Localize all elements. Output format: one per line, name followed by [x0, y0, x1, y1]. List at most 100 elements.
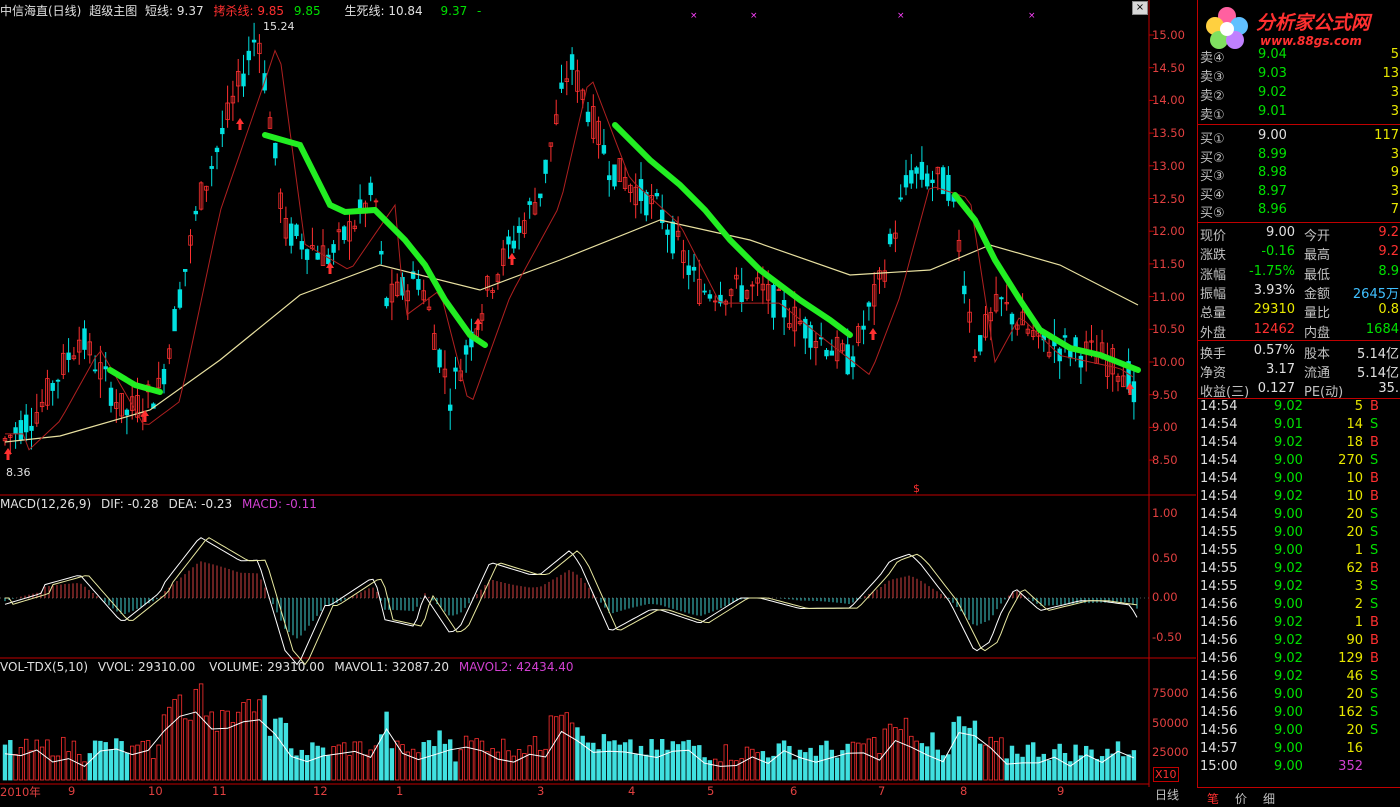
volume-bar	[18, 747, 24, 781]
volume-bar	[1121, 756, 1126, 781]
volume-bar	[495, 751, 501, 781]
fin-row: 收益(三) 0.127 PE(动) 35.	[1198, 380, 1400, 400]
sell-row[interactable]: 卖④ 9.04 5	[1198, 46, 1400, 66]
tick-time: 14:57	[1200, 741, 1238, 756]
volume-bar	[633, 754, 638, 781]
sell-row[interactable]: 卖② 9.02 3	[1198, 84, 1400, 104]
x-tick-label: 12	[313, 784, 328, 798]
candle-body	[87, 341, 92, 356]
x-tick-label: 8	[960, 784, 968, 798]
tick-direction: S	[1370, 687, 1379, 702]
volume-bar	[188, 719, 193, 781]
logo-url: www.88gs.com	[1260, 34, 1362, 48]
quote-row: 涨跌 -0.16 最高 9.2	[1198, 243, 1400, 263]
quote-value: 3.93%	[1253, 282, 1295, 298]
volume-bar	[607, 741, 612, 781]
quote-label: 金额	[1304, 286, 1331, 302]
price-tick-label: 8.50	[1152, 453, 1178, 468]
macd-dif: DIF: -0.28	[100, 497, 159, 511]
tick-price: 9.00	[1274, 525, 1303, 540]
volume-bar	[1099, 756, 1105, 781]
candle-body	[1115, 375, 1121, 382]
volume-bar	[877, 753, 882, 781]
volume-bar	[866, 738, 872, 781]
tick-price: 9.02	[1274, 579, 1303, 594]
x-tick-label: 4	[628, 784, 636, 798]
candle-body	[1073, 337, 1078, 348]
volume-bar	[257, 699, 262, 781]
tick-volume: 129	[1338, 651, 1363, 666]
tick-row: 14:56 9.02 1 B	[1198, 615, 1400, 633]
volume-bar	[23, 738, 29, 781]
candle-body	[1062, 335, 1068, 338]
sell-row[interactable]: 卖③ 9.03 13	[1198, 65, 1400, 85]
candle-body	[840, 343, 845, 352]
volume-bar	[304, 755, 310, 781]
tick-volume: 2	[1354, 597, 1363, 612]
buy-row[interactable]: 买② 8.99 3	[1198, 146, 1400, 166]
buy-row[interactable]: 买① 9.00 117	[1198, 127, 1400, 147]
candle-body	[384, 297, 389, 307]
tick-row: 15:00 9.00 352	[1198, 759, 1400, 777]
volume-bar	[882, 728, 887, 781]
candle-body	[241, 73, 246, 87]
fin-label: 股本	[1304, 347, 1331, 362]
volume-bar	[856, 742, 861, 781]
candle-body	[34, 412, 39, 424]
buy-volume: 7	[1390, 202, 1399, 217]
x-tick-label: 3	[537, 784, 545, 798]
volume-bar	[458, 749, 463, 781]
quote-row: 涨幅 -1.75% 最低 8.9	[1198, 263, 1400, 283]
candle-body	[877, 270, 882, 280]
tick-time: 14:54	[1200, 489, 1238, 504]
candle-body	[940, 167, 946, 195]
tab-item[interactable]: 笔	[1207, 792, 1220, 806]
vol-tick-label: 50000	[1152, 716, 1189, 730]
candle-body	[675, 230, 681, 237]
tick-direction: S	[1370, 417, 1379, 432]
buy-row[interactable]: 买⑤ 8.96 7	[1198, 201, 1400, 221]
volume-bar	[718, 761, 723, 781]
close-chart-icon[interactable]: ×	[1132, 1, 1148, 15]
price-tick-label: 10.00	[1152, 355, 1185, 369]
buy-row[interactable]: 买③ 8.98 9	[1198, 164, 1400, 184]
buy-row[interactable]: 买④ 8.97 3	[1198, 183, 1400, 203]
tick-volume: 16	[1346, 741, 1363, 756]
x-tick-label: 1	[396, 784, 404, 798]
candle-body	[368, 182, 373, 196]
volume-bar	[829, 749, 834, 781]
fin-value: 3.17	[1266, 362, 1295, 377]
fin-value: 0.127	[1257, 381, 1295, 396]
tick-price: 9.00	[1274, 597, 1303, 612]
tab-item[interactable]: 价	[1235, 792, 1248, 806]
x-axis: 2010年 9 10 11 12 1 3 4 5 6 7 8 9	[0, 784, 1150, 804]
volume-bar	[824, 740, 829, 781]
tick-time: 14:56	[1200, 705, 1238, 720]
volume-bar	[45, 739, 50, 781]
tab-item[interactable]: 细	[1263, 792, 1276, 806]
volume-bar	[649, 739, 654, 781]
volume-bar	[554, 716, 559, 781]
volume-bar	[808, 747, 813, 781]
volume-bar	[776, 743, 781, 781]
tick-price: 9.00	[1274, 723, 1303, 738]
buy-arrow-icon	[141, 410, 149, 422]
candle-body	[559, 82, 564, 89]
tick-direction: S	[1370, 543, 1379, 558]
candle-body	[283, 217, 289, 239]
candle-body	[665, 229, 670, 235]
volume-bar	[288, 748, 294, 781]
volume-bar	[400, 744, 405, 781]
tab-daily[interactable]: 日线	[1155, 788, 1180, 802]
quote-value: -0.16	[1261, 244, 1295, 260]
tick-volume: 10	[1346, 489, 1363, 504]
tick-price: 9.02	[1274, 435, 1303, 450]
tick-row: 14:54 9.00 20 S	[1198, 507, 1400, 525]
chart-area[interactable]: × × × × 中信海直(日线) 超级主图 短线: 9.37 拷杀线: 9.85 9.…	[0, 0, 1196, 807]
volume-bar	[972, 720, 978, 781]
sell-row[interactable]: 卖① 9.01 3	[1198, 103, 1400, 123]
tick-direction: B	[1370, 561, 1379, 576]
tick-price: 9.02	[1274, 651, 1303, 666]
kline-chart[interactable]: × × × ×	[0, 0, 1196, 807]
volume-bar	[903, 717, 909, 781]
